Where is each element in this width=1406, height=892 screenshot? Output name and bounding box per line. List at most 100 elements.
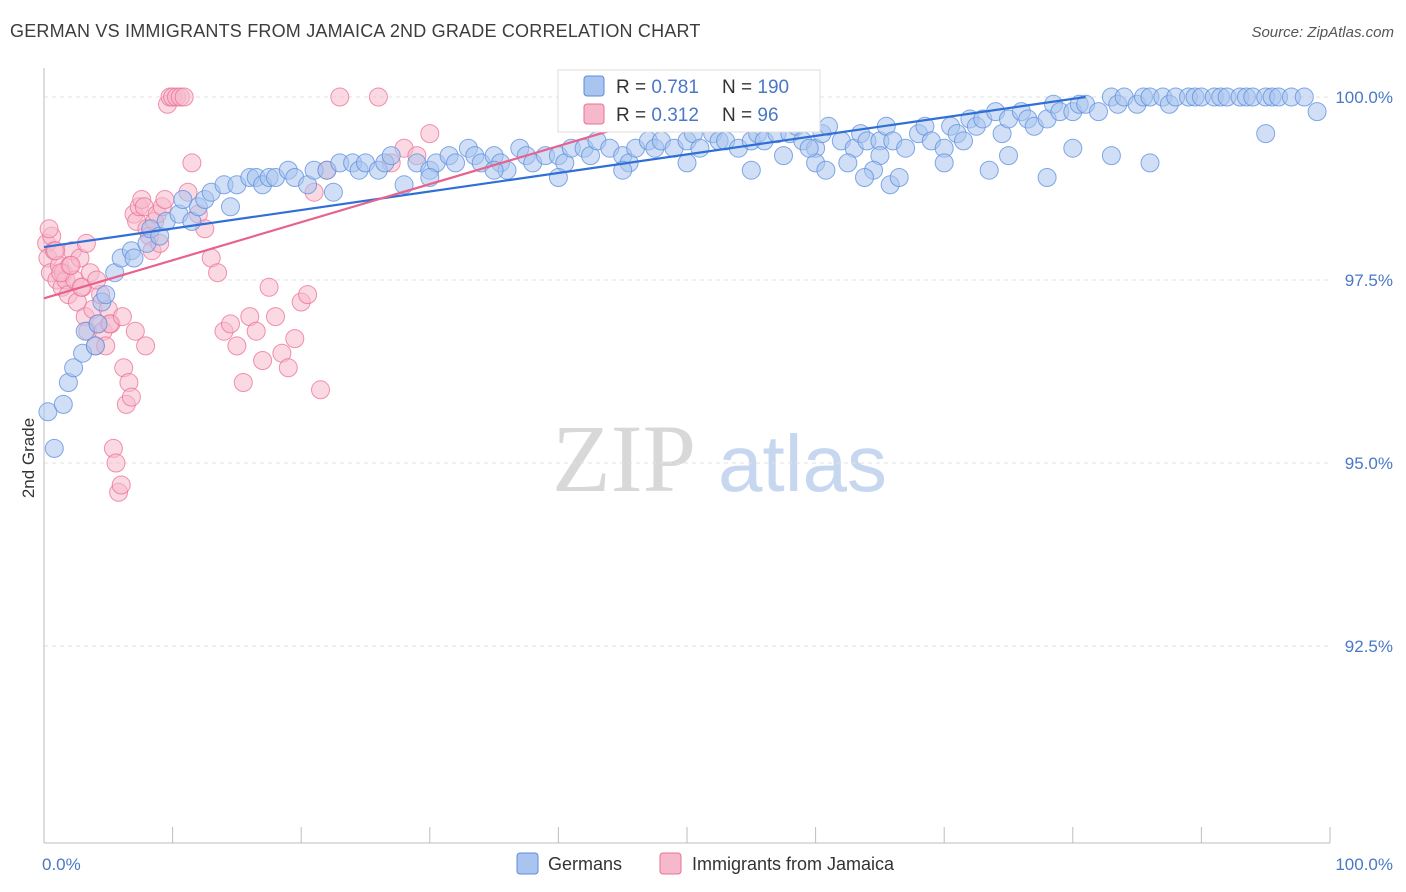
german-point-167 [889, 168, 909, 187]
stats-n-label-1: N = [722, 77, 757, 98]
german-point-160 [838, 153, 858, 173]
svg-text:N = 190: N = 190 [722, 77, 789, 98]
german-point-2 [53, 394, 73, 414]
jamaica-point-92 [112, 307, 132, 327]
german-point-168 [1037, 168, 1057, 187]
watermark-zip: ZIP [552, 405, 696, 512]
jamaica-point-66 [246, 321, 266, 341]
legend-swatch-jamaica [659, 852, 682, 875]
german-point-4 [64, 358, 84, 378]
jamaica-point-74 [298, 285, 318, 305]
jamaica-point-71 [278, 358, 298, 378]
chart-title: GERMAN VS IMMIGRANTS FROM JAMAICA 2ND GR… [10, 21, 701, 41]
jamaica-point-67 [253, 351, 273, 370]
jamaica-point-87 [61, 255, 81, 275]
svg-text:N = 96: N = 96 [722, 105, 779, 126]
jamaica-point-63 [227, 336, 247, 356]
legend-label-germans: Germans [548, 854, 622, 874]
jamaica-point-48 [155, 190, 175, 209]
axes [43, 68, 1331, 844]
jamaica-point-93 [125, 321, 145, 341]
y-tick-label-3: 100.0% [1335, 88, 1393, 107]
watermark-atlas: atlas [718, 419, 887, 508]
german-point-164 [799, 138, 819, 158]
jamaica-point-76 [311, 380, 330, 400]
german-point-7 [85, 336, 105, 356]
german-point-165 [954, 131, 973, 151]
jamaica-point-64 [233, 373, 253, 392]
jamaica-point-35 [121, 387, 141, 407]
german-point-38 [323, 182, 343, 202]
german-point-45 [381, 146, 401, 166]
trend-lines [43, 95, 1086, 300]
stats-swatch-pink [583, 103, 605, 125]
german-point-156 [999, 146, 1018, 166]
jamaica-point-79 [368, 87, 388, 107]
german-point-0 [38, 402, 58, 422]
german-point-157 [1063, 138, 1083, 158]
german-point-100 [896, 138, 916, 158]
german-point-145 [1294, 87, 1314, 107]
german-point-159 [1256, 124, 1276, 144]
german-point-170 [816, 160, 836, 180]
german-trend-line [43, 95, 1086, 249]
y-tick-label-1: 95.0% [1345, 454, 1393, 473]
jamaica-point-68 [259, 277, 279, 297]
jamaica-point-78 [330, 87, 350, 107]
german-point-166 [979, 160, 999, 180]
german-point-169 [1101, 146, 1121, 166]
german-point-171 [855, 168, 874, 187]
y-tick-labels: 92.5% 95.0% 97.5% 100.0% [1335, 88, 1393, 656]
jamaica-point-72 [285, 329, 305, 349]
stats-n-value-2: 96 [757, 105, 778, 126]
jamaica-point-69 [266, 307, 285, 327]
legend-label-jamaica: Immigrants from Jamaica [692, 854, 895, 874]
jamaica-point-56 [182, 153, 202, 173]
stats-r-label-2: R = [616, 105, 651, 126]
german-point-1 [44, 438, 64, 458]
jamaica-point-83 [420, 124, 440, 144]
svg-text:R = 0.312: R = 0.312 [616, 105, 699, 126]
source-label: Source: ZipAtlas.com [1251, 24, 1394, 41]
jamaica-point-60 [208, 263, 228, 283]
german-point-122 [1089, 102, 1108, 122]
german-point-8 [88, 314, 108, 334]
german-point-20 [173, 190, 193, 209]
y-tick-label-0: 92.5% [1345, 637, 1393, 656]
legend-swatch-germans [516, 852, 539, 875]
german-point-10 [96, 285, 116, 305]
stats-r-label-1: R = [616, 77, 651, 98]
y-axis-title: 2nd Grade [19, 418, 38, 498]
jamaica-point-29 [106, 453, 126, 473]
german-point-151 [677, 153, 697, 173]
jamaica-point-84 [39, 219, 59, 239]
jamaica-point-62 [221, 314, 240, 334]
stats-r-value-1: 0.781 [651, 77, 699, 98]
german-point-150 [613, 160, 633, 180]
y-tick-label-2: 97.5% [1345, 271, 1393, 290]
german-point-152 [741, 160, 761, 180]
jamaica-trend-line [43, 106, 688, 300]
stats-n-label-2: N = [722, 105, 757, 126]
german-point-51 [446, 153, 465, 173]
stats-r-value-2: 0.312 [651, 105, 699, 126]
german-point-26 [221, 197, 240, 217]
legend: Germans Immigrants from Jamaica [516, 852, 895, 875]
german-point-155 [934, 153, 954, 173]
jamaica-point-31 [111, 475, 131, 495]
german-point-163 [774, 146, 793, 166]
stats-swatch-blue [583, 75, 605, 97]
german-point-14 [124, 248, 144, 268]
german-point-158 [1140, 153, 1160, 173]
x-tick-label-min: 0.0% [42, 855, 81, 874]
jamaica-point-54 [174, 87, 194, 107]
stats-n-value-1: 190 [757, 77, 789, 98]
x-tick-label-max: 100.0% [1335, 855, 1393, 874]
data-points [37, 87, 1327, 502]
jamaica-point-94 [136, 336, 156, 356]
svg-text:R = 0.781: R = 0.781 [616, 77, 699, 98]
stats-box: R = 0.781 N = 190 R = 0.312 N = 96 [557, 69, 821, 133]
german-point-146 [1307, 102, 1327, 122]
jamaica-point-89 [76, 233, 96, 253]
